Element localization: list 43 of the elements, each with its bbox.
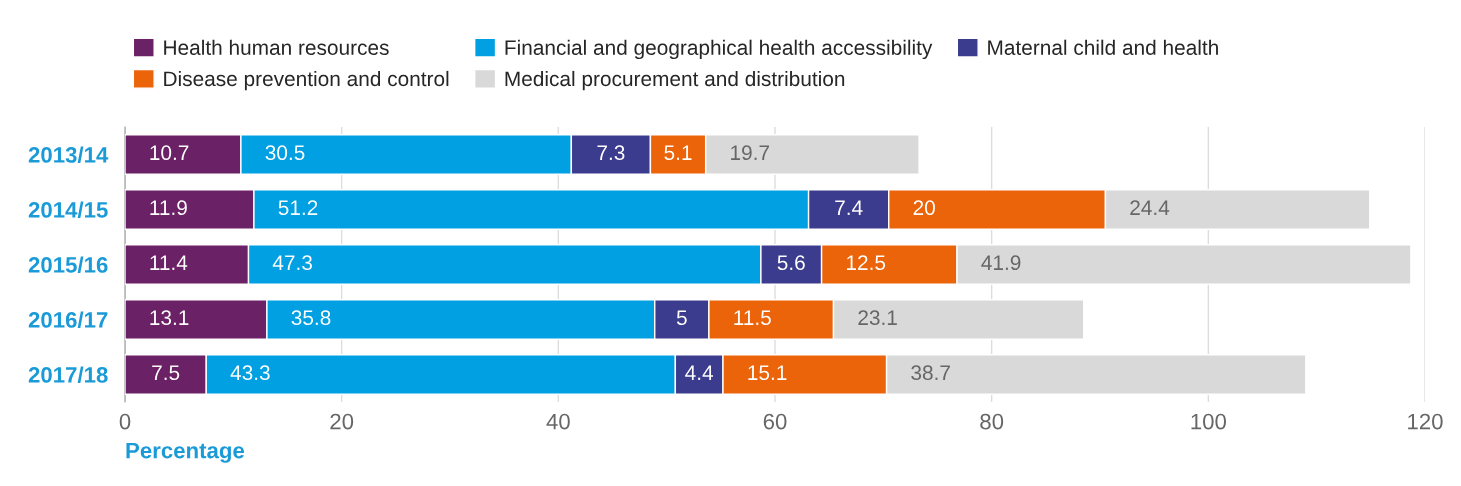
data-label: 38.7 — [911, 365, 950, 381]
data-label: 43.3 — [230, 365, 270, 381]
data-label: 4.4 — [685, 365, 714, 380]
data-label: 24.4 — [1130, 200, 1170, 215]
legend-label: Maternal child and health — [988, 39, 1218, 55]
data-label: 5 — [676, 310, 687, 326]
y-tick-label: 2017/18 — [28, 366, 108, 383]
data-label: 23.1 — [858, 310, 897, 326]
y-tick-label: 2013/14 — [28, 146, 109, 163]
data-label: 20 — [913, 200, 935, 216]
data-label: 13.1 — [150, 310, 189, 326]
data-label: 47.3 — [272, 255, 312, 271]
x-tick-label: 20 — [330, 413, 354, 430]
data-label: 30.5 — [265, 145, 305, 161]
data-label: 11.4 — [150, 255, 188, 270]
data-label: 7.3 — [597, 145, 625, 161]
legend-label: Financial and geographical health accessibility — [505, 39, 933, 60]
data-label: 7.5 — [152, 365, 180, 381]
legend-label: Health human resources — [164, 39, 389, 55]
data-label: 19.7 — [731, 145, 769, 161]
y-tick-label: 2015/16 — [28, 256, 108, 273]
x-axis-title: Percentage — [126, 442, 245, 463]
x-tick-label: 120 — [1408, 413, 1443, 430]
legend-label: Medical procurement and distribution — [505, 70, 845, 91]
data-label: 35.8 — [291, 310, 331, 326]
x-tick-label: 0 — [119, 413, 131, 430]
x-tick-label: 60 — [763, 413, 787, 430]
legend-label: Disease prevention and control — [164, 70, 449, 91]
data-label: 12.5 — [847, 255, 886, 271]
y-tick-label: 2016/17 — [28, 311, 108, 328]
x-tick-label: 40 — [546, 413, 570, 430]
data-label: 11.5 — [734, 310, 771, 326]
x-tick-label: 80 — [980, 413, 1004, 430]
data-label: 5.1 — [664, 145, 692, 161]
data-label: 41.9 — [981, 255, 1021, 271]
data-label: 7.4 — [835, 200, 863, 215]
data-label: 51.2 — [278, 200, 318, 216]
y-tick-label: 2014/15 — [28, 201, 108, 218]
data-label: 11.9 — [150, 200, 187, 216]
data-label: 10.7 — [150, 145, 189, 161]
data-label: 15.1 — [748, 365, 787, 381]
x-tick-label: 100 — [1191, 413, 1226, 430]
data-label: 5.6 — [777, 255, 805, 271]
